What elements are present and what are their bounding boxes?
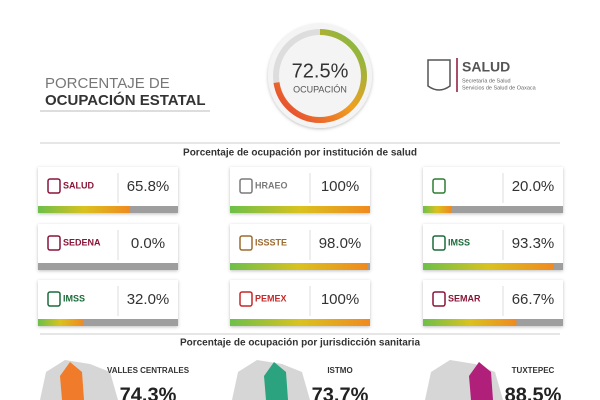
logo-text: IMSS [448, 237, 470, 247]
bar [423, 263, 554, 270]
region-value: 88.5% [505, 384, 562, 400]
logo-icon [239, 178, 253, 194]
card [230, 280, 370, 326]
bar-track [38, 319, 178, 326]
title-line2: OCUPACIÓN ESTATAL [45, 91, 206, 109]
region-name: TUXTEPEC [512, 366, 555, 375]
map-region [264, 362, 288, 400]
logo-text: PEMEX [255, 293, 287, 303]
map-region [60, 362, 84, 400]
gauge-value: 72.5% [292, 60, 349, 82]
bar [423, 206, 451, 213]
logo-icon [432, 178, 446, 194]
bar [230, 263, 368, 270]
logo-text: SEDENA [63, 237, 101, 247]
map-region [469, 362, 493, 400]
card [423, 280, 563, 326]
card [38, 224, 178, 270]
card [423, 224, 563, 270]
card [230, 167, 370, 213]
title-line1: PORCENTAJE DE [45, 75, 170, 92]
logo-icon [239, 235, 253, 251]
region-value: 73.7% [312, 384, 369, 400]
bar-track [38, 263, 178, 270]
region-name: VALLES CENTRALES [107, 366, 190, 375]
logo [427, 58, 458, 92]
section-title: Porcentaje de ocupación por institución … [183, 148, 417, 159]
logo-text: ISSSTE [255, 237, 287, 247]
logo-icon [47, 235, 61, 251]
logo-icon [432, 291, 446, 307]
bar [230, 206, 370, 213]
bar [38, 319, 83, 326]
value-label: 100% [321, 178, 359, 195]
logo-text: HRAEO [255, 180, 288, 190]
logo-line1: Secretaría de Salud [462, 78, 511, 84]
logo-text: SALUD [63, 180, 94, 190]
card [38, 280, 178, 326]
card [38, 167, 178, 213]
card [423, 167, 563, 213]
value-label: 65.8% [127, 178, 170, 195]
region-value: 74.3% [120, 384, 177, 400]
value-label: 98.0% [319, 235, 362, 252]
value-label: 32.0% [127, 291, 170, 308]
gauge-arc [273, 29, 367, 123]
logo-icon [432, 235, 446, 251]
card [230, 224, 370, 270]
value-label: 66.7% [512, 291, 555, 308]
logo-icon [239, 291, 253, 307]
logo-name: SALUD [462, 59, 510, 75]
section-title: Porcentaje de ocupación por jurisdicción… [180, 338, 421, 349]
bar [38, 206, 131, 213]
logo-text: SEMAR [448, 293, 481, 303]
bar [423, 319, 517, 326]
value-label: 20.0% [512, 178, 555, 195]
logo-icon [47, 178, 61, 194]
region-name: ISTMO [327, 366, 352, 375]
value-label: 93.3% [512, 235, 555, 252]
value-label: 0.0% [131, 235, 165, 252]
bar-track [423, 206, 563, 213]
gauge-caption: OCUPACIÓN [293, 84, 347, 94]
bar [230, 319, 370, 326]
logo-icon [47, 291, 61, 307]
logo-text: IMSS [63, 293, 85, 303]
value-label: 100% [321, 291, 359, 308]
logo-line2: Servicios de Salud de Oaxaca [462, 85, 537, 91]
gauge-bg [268, 24, 372, 128]
